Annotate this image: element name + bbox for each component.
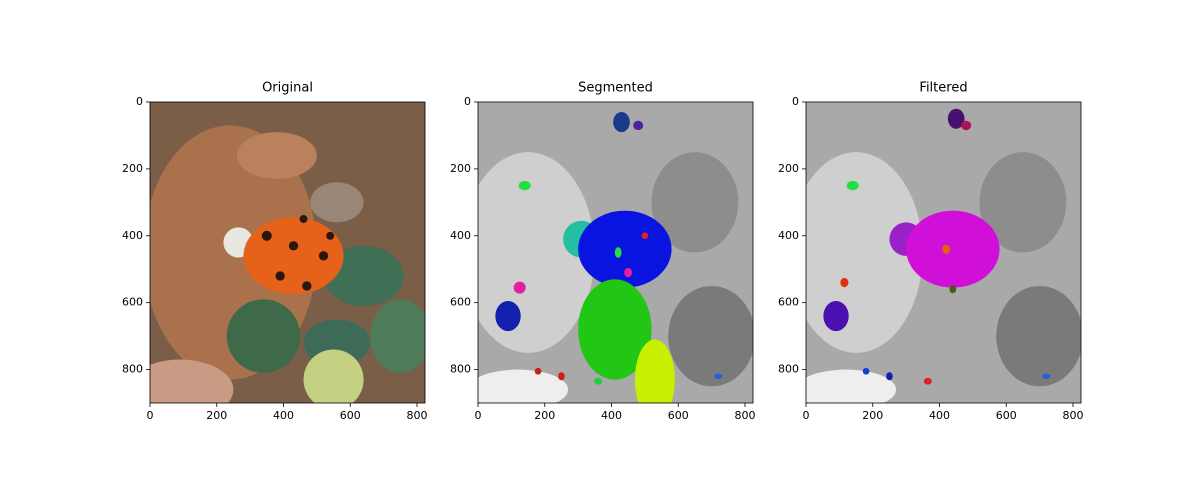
image-region [318, 251, 329, 261]
axes-frame [805, 101, 1082, 404]
y-tick-label: 200 [122, 162, 143, 175]
image [478, 102, 753, 403]
x-tick-label: 800 [1062, 409, 1083, 422]
image-region [310, 182, 364, 223]
image [150, 102, 425, 403]
x-tick-label: 200 [534, 409, 555, 422]
image-region [624, 267, 633, 278]
x-tick-label: 400 [929, 409, 950, 422]
x-tick-label: 600 [668, 409, 689, 422]
image-region [1042, 373, 1051, 379]
image-region [923, 377, 932, 385]
x-tick-label: 400 [273, 409, 294, 422]
y-tick-label: 400 [778, 229, 799, 242]
image-region [323, 245, 404, 307]
image-region [370, 299, 425, 373]
y-tick-label: 0 [792, 95, 799, 108]
x-tick-label: 0 [475, 409, 482, 422]
y-tick-label: 600 [450, 296, 471, 309]
image-region [303, 349, 364, 403]
image-region [886, 372, 893, 381]
axes-frame [149, 101, 426, 404]
image-region [302, 281, 312, 291]
x-tick-label: 800 [734, 409, 755, 422]
y-tick-label: 800 [778, 363, 799, 376]
image-region [261, 230, 272, 241]
image-region [150, 359, 234, 403]
image-region [714, 373, 723, 379]
image-region [668, 285, 753, 387]
image-region [558, 372, 565, 381]
image-region [594, 377, 603, 385]
image-region [961, 120, 972, 131]
image-region [949, 285, 957, 294]
image-region [243, 217, 344, 295]
image-region [236, 132, 317, 179]
y-tick-label: 600 [122, 296, 143, 309]
image-region [614, 247, 622, 258]
image-region [495, 300, 521, 332]
x-tick-label: 800 [406, 409, 427, 422]
image-region [641, 232, 649, 240]
image-region [226, 299, 301, 373]
image-region [996, 285, 1081, 387]
image-region [979, 152, 1067, 253]
image-region [947, 108, 965, 129]
y-tick-label: 400 [122, 229, 143, 242]
y-tick-label: 600 [778, 296, 799, 309]
y-tick-label: 200 [778, 162, 799, 175]
image-region [513, 281, 526, 294]
image-region [578, 210, 672, 288]
y-tick-label: 0 [464, 95, 471, 108]
axes-title: Segmented [578, 81, 653, 96]
y-tick-label: 200 [450, 162, 471, 175]
image-region [288, 241, 299, 251]
image-region [651, 152, 739, 253]
image-region [478, 369, 569, 403]
axes-title: Original [262, 81, 313, 96]
x-tick-label: 400 [601, 409, 622, 422]
image-region [823, 300, 849, 332]
x-tick-label: 0 [803, 409, 810, 422]
y-tick-label: 400 [450, 229, 471, 242]
x-tick-label: 0 [147, 409, 154, 422]
image-region [275, 271, 285, 281]
image-region [326, 231, 335, 240]
image [806, 102, 1081, 403]
image-region [518, 180, 531, 191]
image-region [806, 369, 897, 403]
image-region [634, 339, 675, 403]
image-region [840, 277, 849, 288]
x-tick-label: 600 [340, 409, 361, 422]
image-region [862, 367, 870, 375]
x-tick-label: 200 [862, 409, 883, 422]
x-tick-label: 600 [996, 409, 1017, 422]
image-region [578, 279, 652, 380]
image-region [299, 215, 308, 224]
image-region [613, 112, 630, 133]
y-tick-label: 800 [122, 363, 143, 376]
image-region [846, 180, 859, 191]
image-region [942, 244, 951, 254]
axes-title: Filtered [919, 81, 967, 96]
image-region [906, 210, 1000, 288]
y-tick-label: 0 [136, 95, 143, 108]
x-tick-label: 200 [206, 409, 227, 422]
y-tick-label: 800 [450, 363, 471, 376]
axes-frame [477, 101, 754, 404]
image-region [534, 367, 542, 375]
image-region [633, 120, 644, 131]
